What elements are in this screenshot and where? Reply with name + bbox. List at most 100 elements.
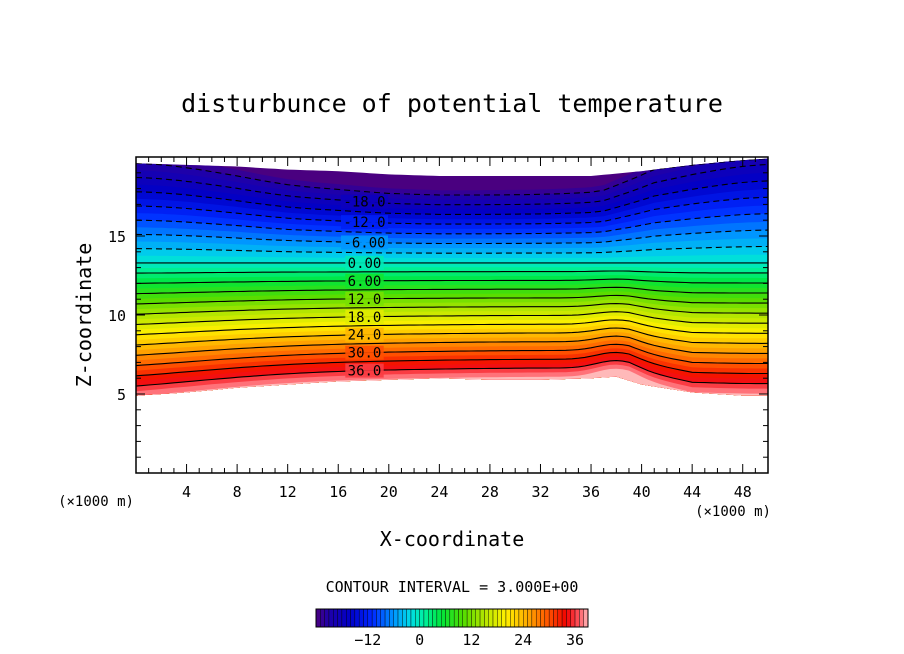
colorbar-segment — [484, 608, 489, 628]
colorbar-segment — [453, 608, 459, 628]
contour-label-bg — [345, 291, 384, 306]
contour-label: -12.0 — [343, 215, 385, 231]
colorbar-tick-label: −12 — [354, 631, 381, 649]
y-tick-label: 10 — [108, 307, 126, 325]
contour-label: 18.0 — [348, 310, 382, 326]
colorbar-segment — [566, 608, 571, 628]
colorbar-segment — [466, 608, 472, 628]
colorbar-segment — [445, 608, 451, 628]
y-unit-label: (×1000 m) — [58, 494, 134, 510]
colorbar-segment — [419, 608, 425, 628]
colorbar-segment — [458, 608, 464, 628]
contour-line — [136, 303, 768, 315]
x-tick-label: 44 — [683, 483, 701, 501]
colorbar-segment — [406, 608, 412, 628]
contour-line-negative — [136, 196, 768, 225]
colorbar-segment — [540, 608, 546, 628]
contour-label-bg — [341, 235, 388, 250]
colorbar-segment — [320, 608, 325, 628]
contour-label-bg — [345, 273, 384, 288]
colorbar-segment — [535, 608, 541, 628]
x-axis-label: X-coordinate — [380, 527, 525, 551]
contour-label-bg — [341, 215, 388, 230]
colorbar-segment — [371, 608, 377, 628]
colorbar — [315, 608, 589, 628]
contour-line — [136, 360, 768, 387]
colorbar-segment — [376, 608, 381, 628]
contour-line — [136, 343, 768, 367]
x-tick-label: 24 — [430, 483, 448, 501]
colorbar-segment — [350, 608, 356, 628]
colorbar-ticks: −12 0 12 24 36 — [354, 631, 584, 649]
colorbar-segment — [579, 608, 584, 628]
colorbar-segment — [510, 608, 515, 628]
colorbar-segment — [384, 608, 390, 628]
colorbar-segment — [527, 608, 533, 628]
contour-label-bg — [341, 194, 388, 209]
contour-label: 36.0 — [348, 364, 382, 380]
colorbar-segment — [574, 608, 580, 628]
colorbar-segment — [337, 608, 343, 628]
contour-line-negative — [136, 163, 768, 206]
colorbar-segment — [402, 608, 407, 628]
x-tick-label: 20 — [380, 483, 398, 501]
colorbar-segment — [449, 608, 455, 628]
contour-label: 0.00 — [348, 256, 382, 272]
colorbar-segment — [315, 608, 321, 628]
contour-labels: -18.0 -12.0 -6.00 0.00 6.00 12.0 18.0 24.0 30.0 3… — [341, 194, 388, 380]
contour-label: 30.0 — [348, 346, 382, 362]
x-tick-label: 36 — [582, 483, 600, 501]
colorbar-tick-label: 0 — [415, 631, 424, 649]
colorbar-segment — [497, 608, 502, 628]
x-tick-label: 28 — [481, 483, 499, 501]
x-tick-label: 16 — [329, 483, 347, 501]
colorbar-segment — [544, 608, 550, 628]
colorbar-segment — [333, 608, 338, 628]
contour-line — [136, 351, 768, 377]
contour-label-bg — [345, 327, 384, 342]
colorbar-segment — [518, 608, 524, 628]
x-tick-label: 48 — [734, 483, 752, 501]
colorbar-tick-label: 36 — [566, 631, 584, 649]
contour-line — [136, 278, 768, 284]
colorbar-segment — [501, 608, 507, 628]
y-tick-label: 15 — [108, 228, 126, 246]
colorbar-segment — [531, 608, 537, 628]
colorbar-segment — [548, 608, 554, 628]
filled-contours — [136, 158, 768, 396]
y-axis-label: Z-coordinate — [72, 243, 96, 388]
colorbar-segment — [415, 608, 420, 628]
contour-label-bg — [345, 255, 384, 270]
colorbar-segment — [553, 608, 558, 628]
colorbar-segment — [389, 608, 394, 628]
contour-label-bg — [345, 345, 384, 360]
x-tick-label: 40 — [633, 483, 651, 501]
contour-line-negative — [136, 180, 768, 215]
colorbar-segment — [324, 608, 330, 628]
colorbar-tick-label: 12 — [462, 631, 480, 649]
colorbar-segment — [523, 608, 528, 628]
chart-title: disturbunce of potential temperature — [181, 89, 723, 118]
colorbar-segment — [354, 608, 360, 628]
colorbar-segment — [570, 608, 576, 628]
colorbar-segment — [488, 608, 494, 628]
colorbar-segment — [367, 608, 373, 628]
colorbar-segment — [471, 608, 476, 628]
colorbar-segment — [393, 608, 399, 628]
colorbar-segment — [561, 608, 567, 628]
contour-label: 12.0 — [348, 292, 382, 308]
colorbar-segment — [432, 608, 438, 628]
colorbar-segment — [341, 608, 347, 628]
y-tick-label: 5 — [117, 386, 126, 404]
contour-label-bg — [345, 309, 384, 324]
x-tick-label: 4 — [182, 483, 191, 501]
colorbar-segment — [441, 608, 446, 628]
colorbar-segment — [479, 608, 485, 628]
colorbar-segment — [492, 608, 498, 628]
colorbar-segment — [423, 608, 429, 628]
colorbar-segment — [462, 608, 468, 628]
colorbar-segment — [514, 608, 520, 628]
contour-line — [136, 335, 768, 356]
contour-line-negative — [136, 229, 768, 245]
contour-line-negative — [136, 213, 768, 235]
